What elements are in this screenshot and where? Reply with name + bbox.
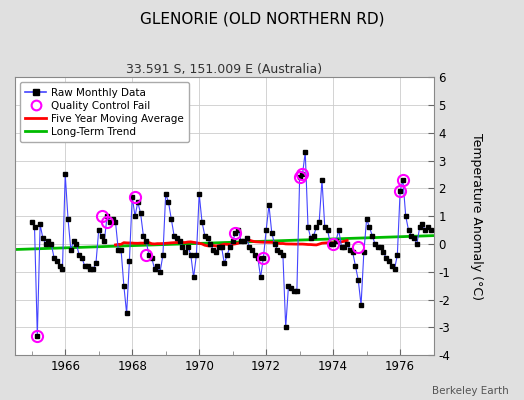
Title: 33.591 S, 151.009 E (Australia): 33.591 S, 151.009 E (Australia) <box>126 63 322 76</box>
Text: GLENORIE (OLD NORTHERN RD): GLENORIE (OLD NORTHERN RD) <box>140 12 384 27</box>
Y-axis label: Temperature Anomaly (°C): Temperature Anomaly (°C) <box>470 133 483 300</box>
Legend: Raw Monthly Data, Quality Control Fail, Five Year Moving Average, Long-Term Tren: Raw Monthly Data, Quality Control Fail, … <box>20 82 189 142</box>
Text: Berkeley Earth: Berkeley Earth <box>432 386 508 396</box>
